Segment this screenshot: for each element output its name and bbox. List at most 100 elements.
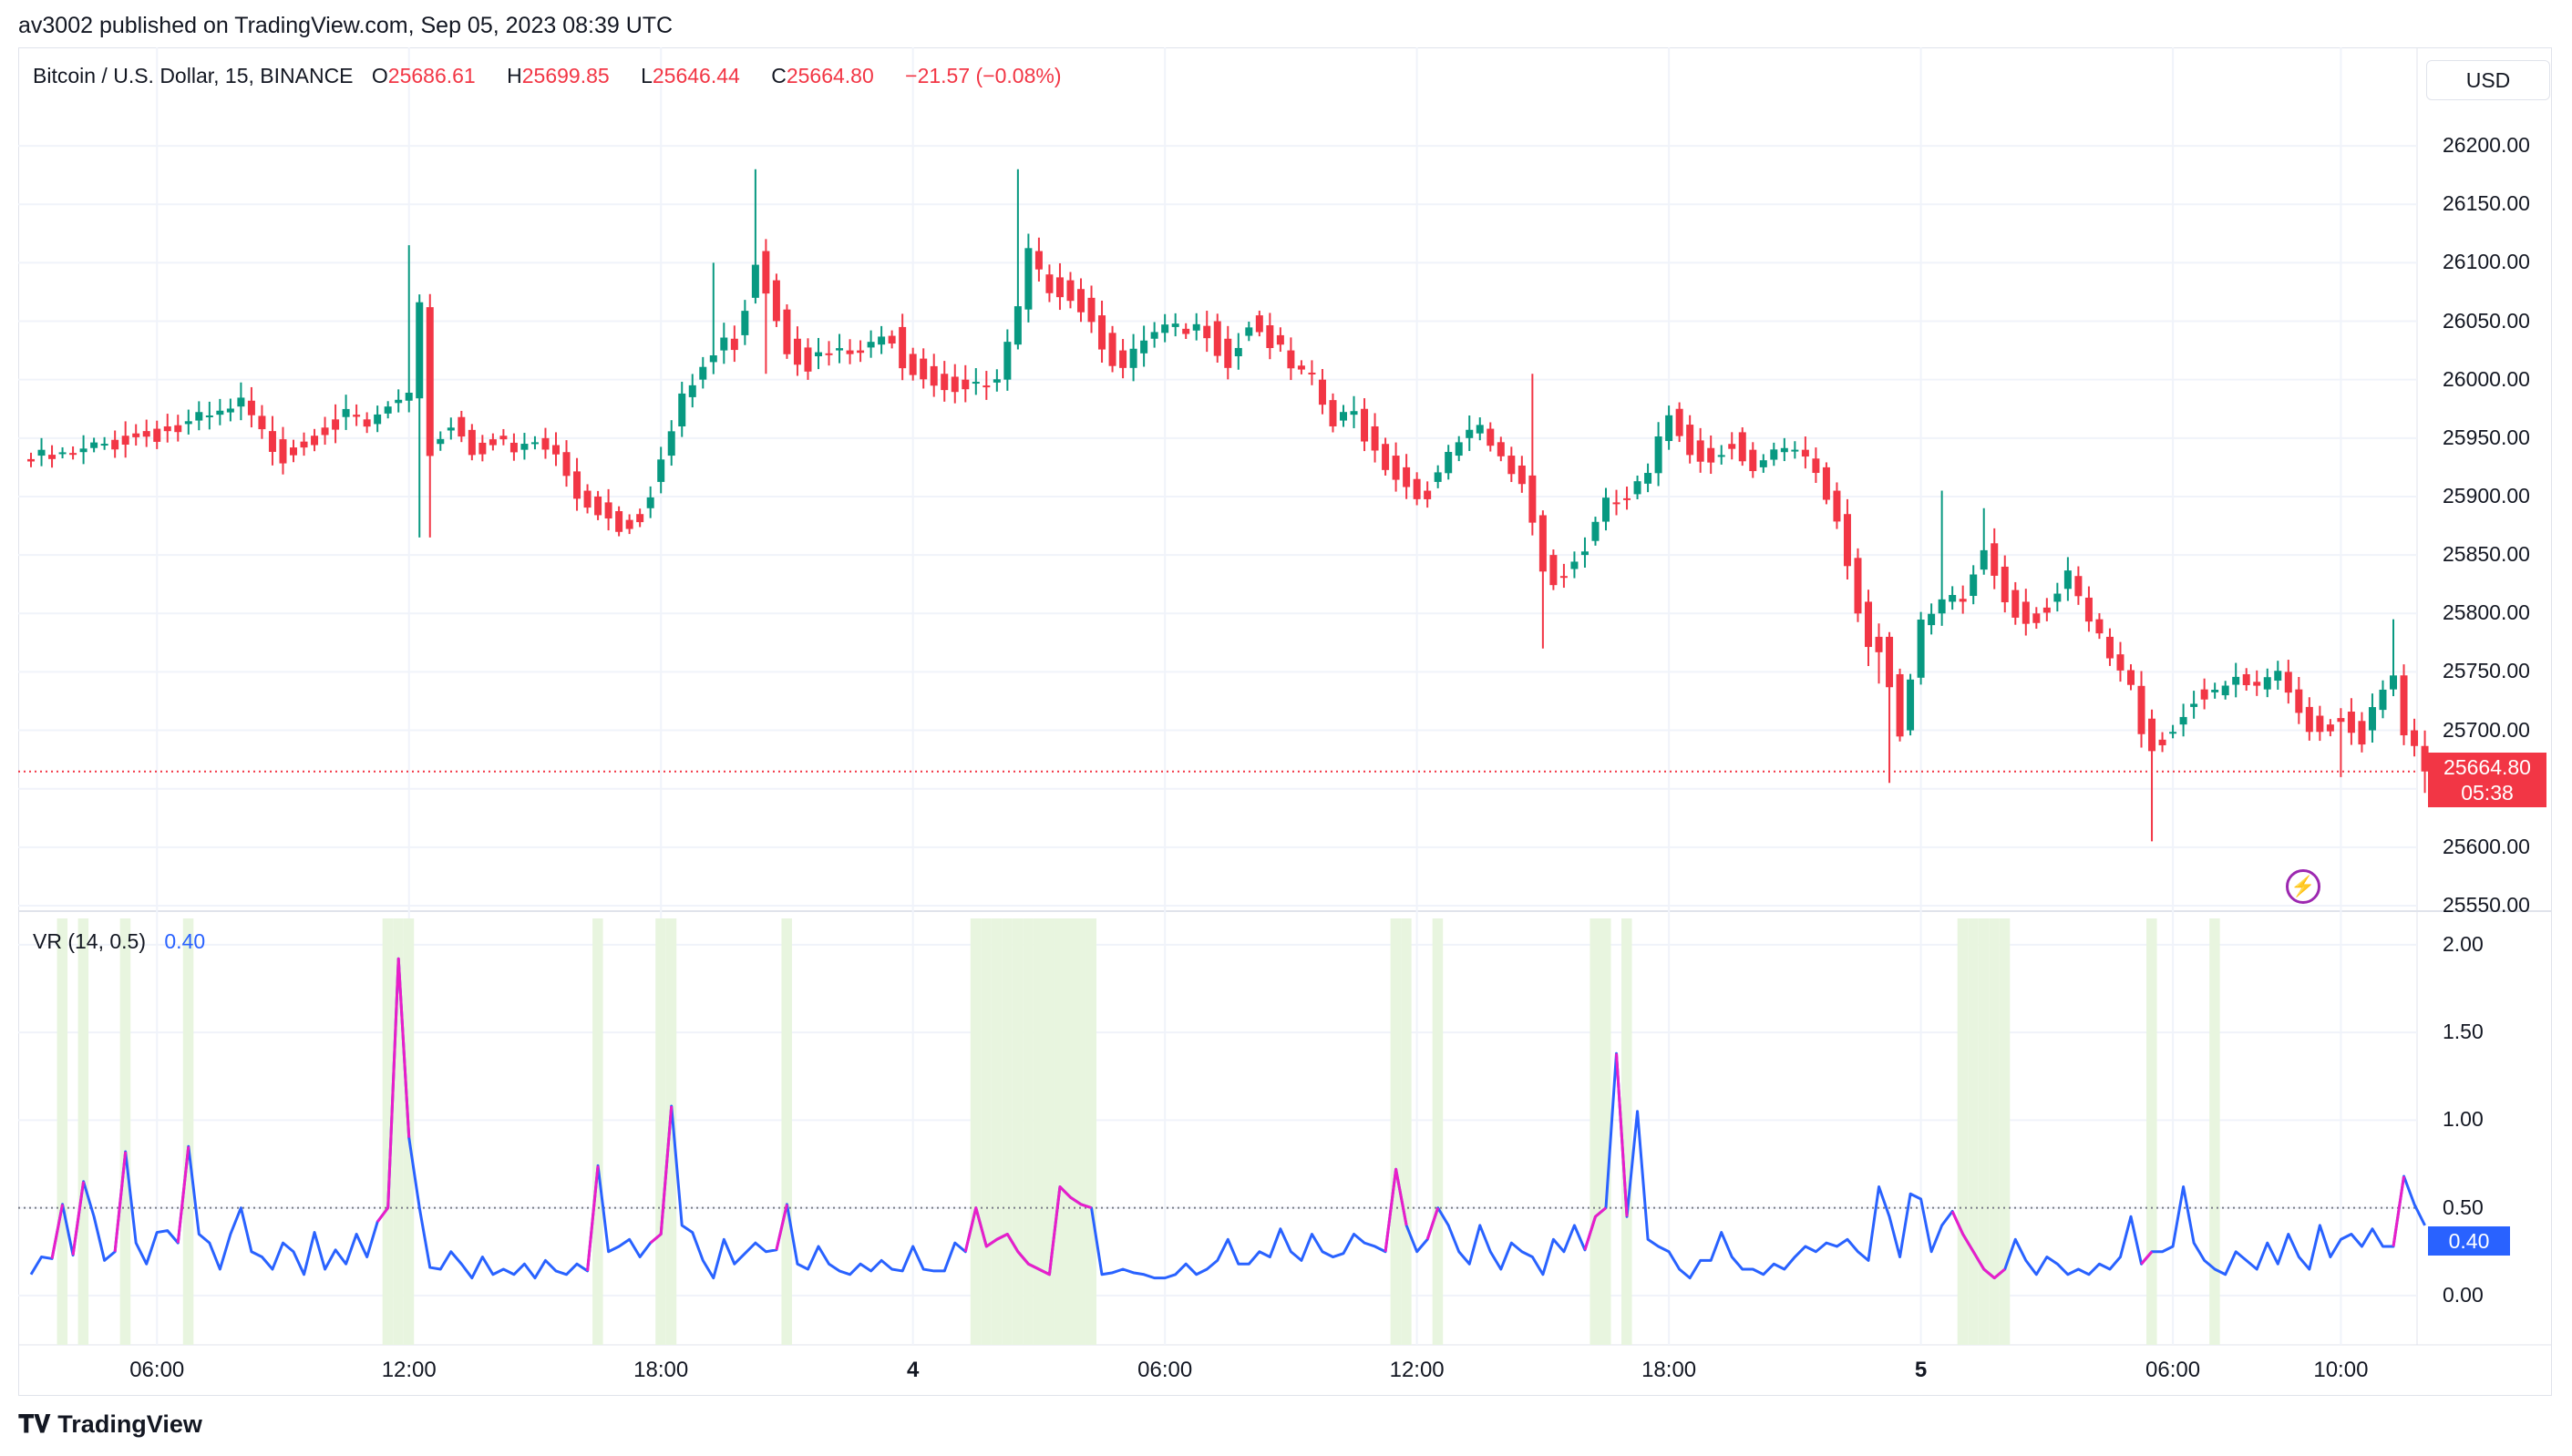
candle-body: [2295, 689, 2303, 713]
candle-body: [363, 419, 371, 427]
candle: [2232, 662, 2240, 698]
candle-body: [552, 445, 560, 455]
candle-body: [1780, 447, 1788, 453]
candle: [268, 415, 276, 466]
candle-body: [1087, 297, 1096, 323]
candle-body: [1980, 549, 1988, 570]
vr-line-highlight: [2140, 1250, 2154, 1266]
candle-body: [709, 355, 717, 363]
candle-body: [2190, 703, 2198, 707]
candle: [1182, 323, 1190, 340]
candle: [184, 409, 192, 435]
candle: [509, 433, 518, 461]
candle: [1266, 313, 1274, 360]
vr-line-highlight: [1583, 1206, 1607, 1251]
candle: [174, 415, 182, 442]
candle: [1696, 427, 1704, 473]
candle-body: [930, 365, 938, 386]
candle-body: [37, 449, 46, 456]
candle: [1224, 325, 1232, 380]
candle: [594, 490, 602, 520]
candle: [2011, 581, 2020, 625]
candle-body: [1034, 251, 1043, 270]
vr-title[interactable]: VR (14, 0.5): [33, 929, 146, 953]
vr-line-highlight: [1615, 1053, 1629, 1217]
candle: [342, 395, 350, 430]
candle-body: [1487, 428, 1495, 446]
candle: [562, 440, 571, 487]
open-label: O: [371, 64, 388, 87]
candle-body: [1308, 372, 1316, 374]
candle-body: [2032, 613, 2041, 623]
candle-body: [1507, 456, 1516, 475]
candle: [311, 428, 319, 452]
candle: [1917, 611, 1925, 685]
vr-highlight-band: [991, 918, 1003, 1345]
currency-button[interactable]: USD: [2426, 60, 2550, 100]
candle-body: [1812, 458, 1820, 474]
candle: [237, 382, 245, 421]
candle: [2368, 693, 2376, 743]
vr-line-highlight: [775, 1204, 788, 1251]
candle-body: [332, 419, 340, 430]
candle-body: [1570, 561, 1579, 569]
candle: [468, 424, 476, 461]
candle-body: [195, 412, 203, 421]
vr-tick-label: 1.00: [2443, 1107, 2484, 1132]
candle: [2042, 598, 2051, 621]
candle: [1717, 445, 1725, 465]
candle: [2190, 691, 2198, 719]
candle: [2274, 661, 2282, 690]
time-tick-label: 12:00: [381, 1358, 437, 1382]
candle-body: [2379, 689, 2387, 711]
candle: [1297, 360, 1305, 374]
candle-body: [530, 442, 539, 445]
candle: [1234, 333, 1242, 370]
candle: [1623, 487, 1631, 510]
candle-body: [899, 326, 907, 369]
candle: [2400, 664, 2408, 745]
candle: [1875, 623, 1883, 684]
vr-highlight-band: [1085, 918, 1097, 1345]
candle: [2295, 677, 2303, 724]
candle-body: [478, 442, 487, 455]
vr-highlight-band: [1968, 918, 1979, 1345]
candle: [1970, 565, 1978, 605]
candle: [69, 446, 77, 460]
candle-body: [353, 415, 361, 417]
candle: [1382, 437, 1390, 476]
candle: [1559, 563, 1568, 589]
candle-body: [311, 436, 319, 446]
vr-highlight-band: [1033, 918, 1044, 1345]
candle: [499, 428, 508, 446]
tradingview-logo[interactable]: 𝐓𝐕 TradingView: [18, 1410, 202, 1440]
candle: [1528, 374, 1537, 536]
candle: [636, 508, 644, 528]
candle-body: [2001, 566, 2009, 602]
candle: [2221, 681, 2229, 700]
candle: [437, 431, 445, 451]
candle: [1171, 313, 1179, 337]
candle: [1865, 590, 1872, 666]
candle-body: [1886, 636, 1894, 688]
candle: [111, 430, 119, 458]
candle-body: [1654, 436, 1662, 474]
vr-highlight-band: [382, 918, 394, 1345]
candle-body: [1224, 338, 1232, 368]
candle-body: [1297, 365, 1305, 370]
vr-highlight-band: [182, 918, 194, 1345]
vr-highlight-band: [1978, 918, 1990, 1345]
vr-highlight-band: [393, 918, 404, 1345]
candle-body: [27, 458, 35, 462]
candle-body: [100, 444, 108, 446]
candle: [1003, 329, 1012, 391]
candle: [573, 457, 581, 511]
candle-body: [1329, 400, 1337, 426]
vr-value: 0.40: [164, 929, 206, 953]
candles: [27, 169, 2429, 842]
vr-highlight-band: [119, 918, 131, 1345]
candle: [1329, 393, 1337, 433]
symbol-title[interactable]: Bitcoin / U.S. Dollar, 15, BINANCE: [33, 64, 354, 87]
lightning-bolt-icon[interactable]: ⚡: [2286, 869, 2320, 904]
